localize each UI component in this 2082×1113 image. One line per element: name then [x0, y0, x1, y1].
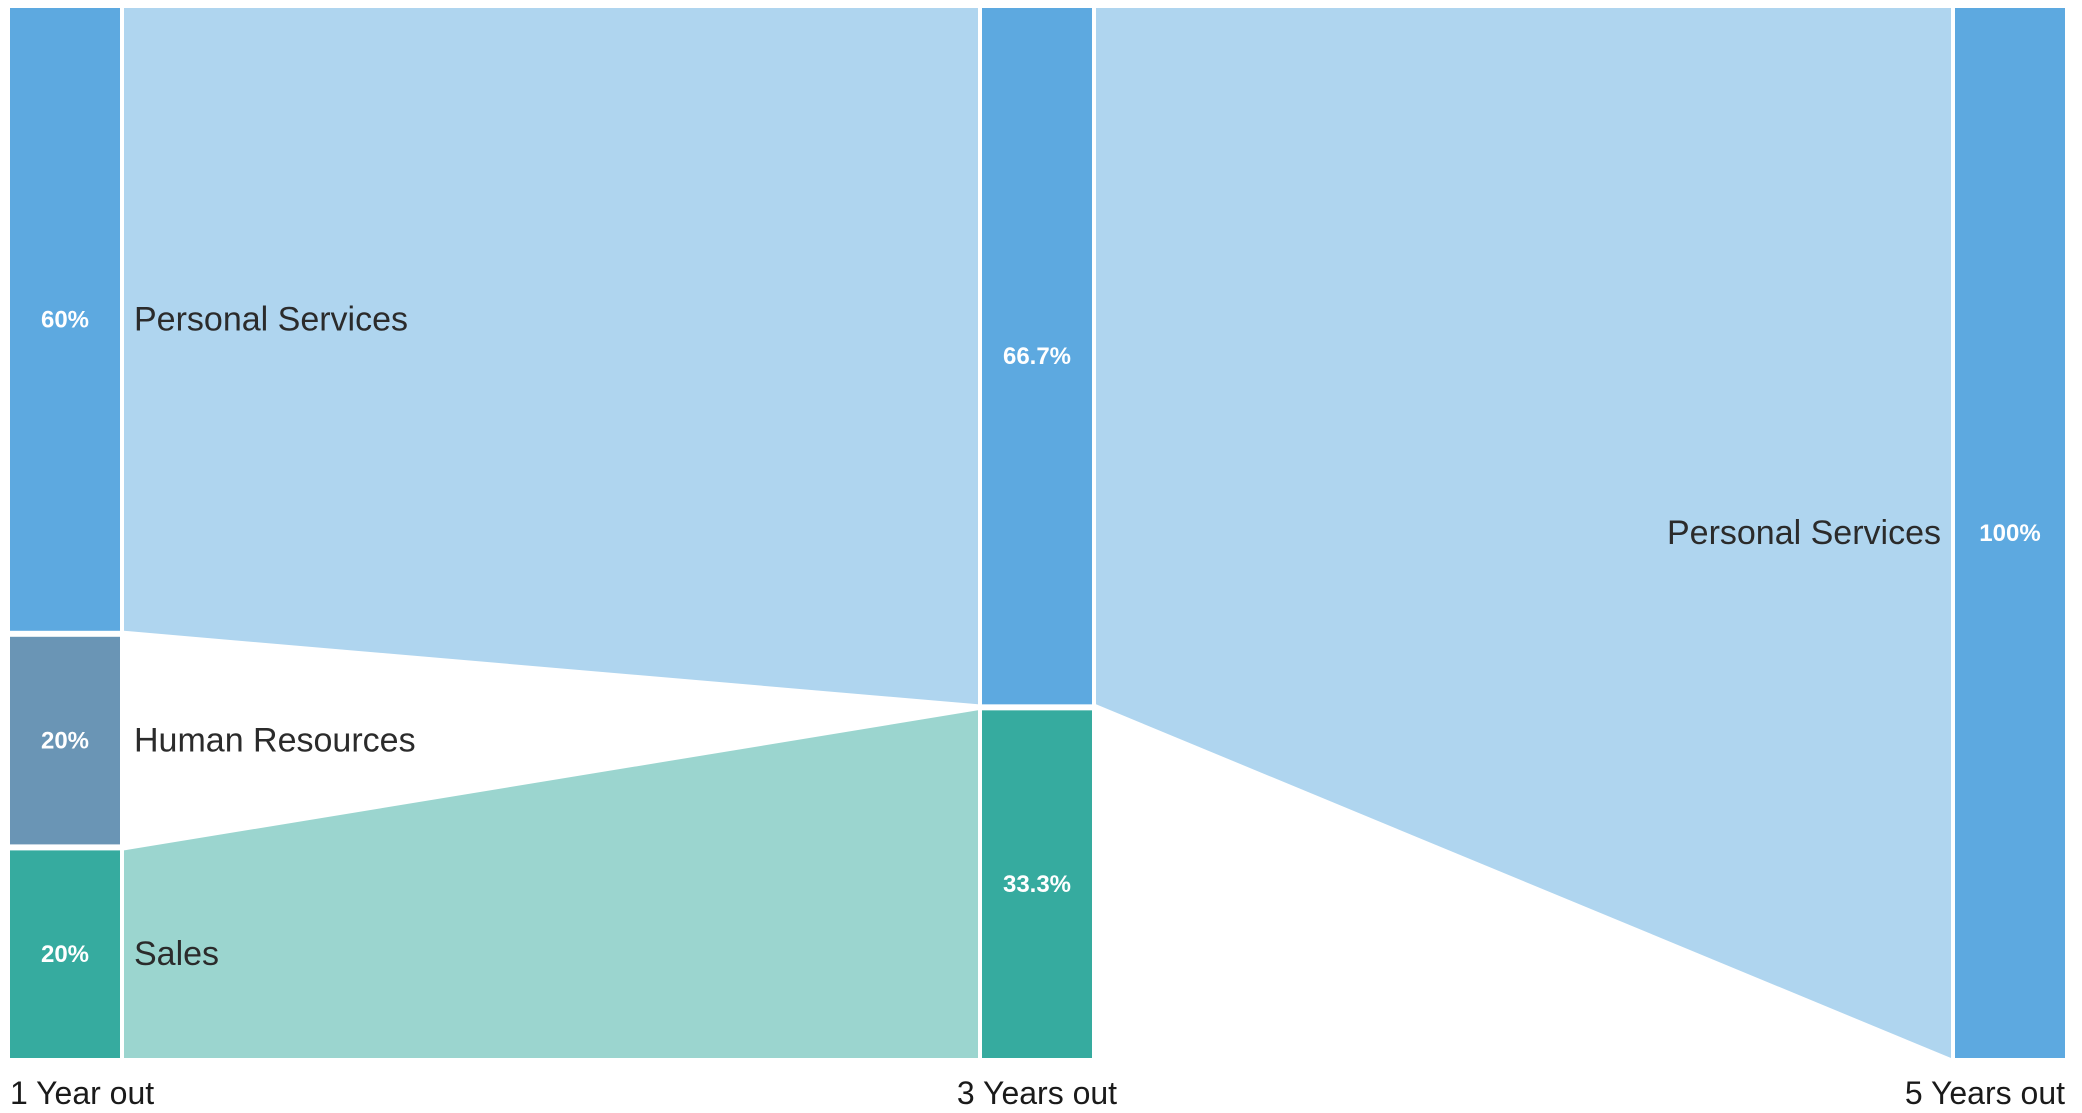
- node-y5_ps: [1955, 8, 2065, 1058]
- stage-label-1-year-out: 1 Year out: [10, 1075, 154, 1111]
- node-category-label-y5_ps: Personal Services: [1667, 514, 1941, 552]
- node-value-label-y3_ps: 66.7%: [1003, 343, 1071, 370]
- node-y1_ps: [10, 8, 120, 631]
- stage-nodes: [10, 8, 2065, 1058]
- node-value-label-y3_sales: 33.3%: [1003, 871, 1071, 898]
- node-y3_ps: [982, 8, 1092, 705]
- node-labels: 60% Personal Services 20% Human Resources 20…: [41, 300, 2041, 973]
- node-y3_sales: [982, 710, 1092, 1058]
- node-value-label-y5_ps: 100%: [1979, 520, 2040, 547]
- flow-link-y1_ps-to-y3_ps: [124, 8, 978, 705]
- stage-label-5-years-out: 5 Years out: [1905, 1075, 2065, 1111]
- flow-links: [124, 8, 1951, 1058]
- node-y1_hr: [10, 636, 120, 845]
- node-category-label-y1_ps: Personal Services: [134, 300, 408, 338]
- stage-label-3-years-out: 3 Years out: [957, 1075, 1117, 1111]
- node-category-label-y1_sales: Sales: [134, 935, 219, 973]
- flow-link-y1_sales-to-y3_sales: [124, 710, 978, 1058]
- flow-link-y3_ps-to-y5_ps: [1096, 8, 1951, 1058]
- node-y1_sales: [10, 850, 120, 1058]
- node-value-label-y1_ps: 60%: [41, 306, 89, 333]
- node-value-label-y1_sales: 20%: [41, 941, 89, 968]
- node-category-label-y1_hr: Human Resources: [134, 722, 416, 760]
- stage-axis: 1 Year out 3 Years out 5 Years out: [10, 1075, 2065, 1111]
- node-value-label-y1_hr: 20%: [41, 728, 89, 755]
